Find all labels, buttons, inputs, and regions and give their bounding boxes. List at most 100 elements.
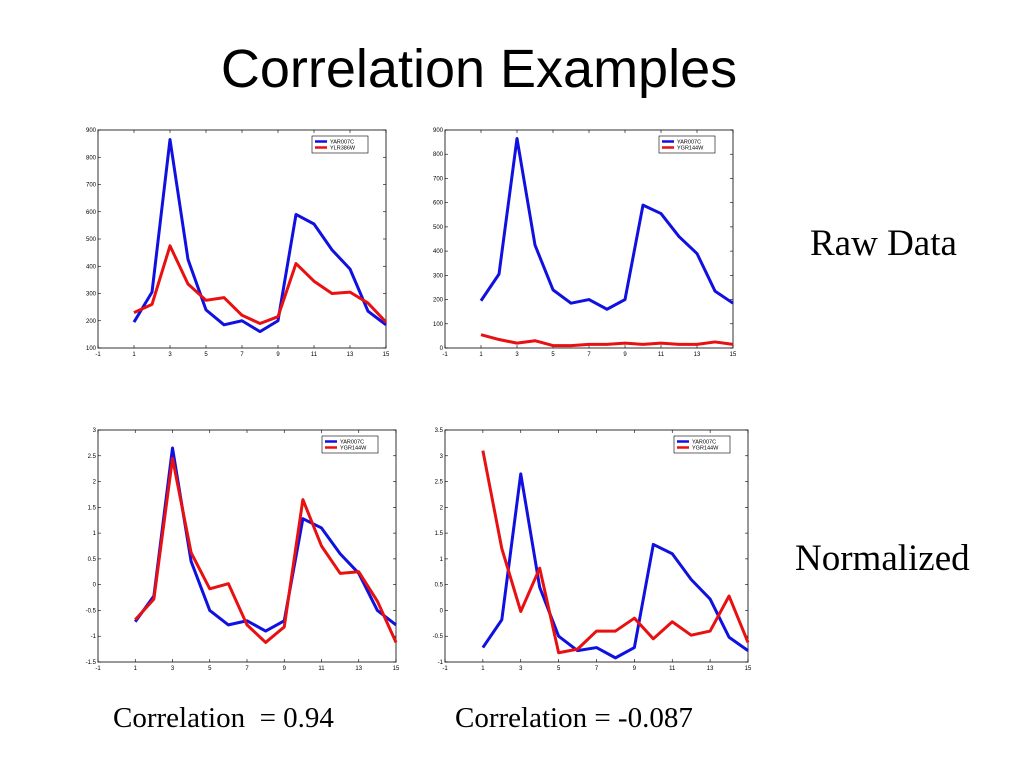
x-tick-label: -1	[95, 352, 101, 358]
y-tick-label: 1	[440, 557, 444, 563]
x-tick-label: 1	[479, 352, 483, 358]
x-tick-label: 9	[633, 666, 637, 672]
x-tick-label: 11	[658, 352, 665, 358]
y-tick-label: 800	[433, 152, 444, 158]
x-tick-label: 3	[168, 352, 172, 358]
x-tick-label: 9	[283, 666, 287, 672]
raw-data-label: Raw Data	[810, 223, 957, 264]
series-line-YAR007C	[132, 138, 387, 334]
x-tick-label: -1	[95, 666, 101, 672]
x-tick-label: 7	[587, 352, 591, 358]
normalized-label: Normalized	[795, 538, 970, 579]
legend-label: YGR144W	[692, 446, 719, 452]
legend-label: YAR007C	[692, 440, 716, 446]
y-tick-label: 1	[93, 531, 97, 537]
legend-label: YAR007C	[340, 440, 364, 446]
x-tick-label: 15	[393, 666, 400, 672]
legend-label: YGR144W	[677, 146, 704, 152]
y-tick-label: 1.5	[88, 505, 97, 511]
series-line-YAR007C	[479, 136, 734, 311]
y-tick-label: 500	[86, 237, 97, 243]
y-tick-label: -1.5	[86, 660, 97, 666]
x-tick-label: 11	[318, 666, 325, 672]
y-tick-label: 400	[86, 264, 97, 270]
x-tick-label: 1	[481, 666, 485, 672]
y-tick-label: 900	[433, 128, 444, 134]
series-line-YGR144W	[134, 456, 398, 644]
series-line-YLR386W	[133, 244, 388, 325]
y-tick-label: 600	[86, 210, 97, 216]
y-tick-label: 700	[86, 183, 97, 189]
series-line-YAR007C	[481, 472, 749, 660]
y-tick-label: -1	[438, 660, 444, 666]
y-tick-label: 3	[440, 454, 444, 460]
x-tick-label: 9	[623, 352, 627, 358]
legend-label: YAR007C	[677, 140, 701, 146]
legend-label: YGR144W	[340, 446, 367, 452]
y-tick-label: 100	[433, 322, 444, 328]
x-tick-label: 5	[557, 666, 561, 672]
x-tick-label: 5	[204, 352, 208, 358]
y-tick-label: 3.5	[435, 428, 444, 434]
y-tick-label: 200	[433, 298, 444, 304]
y-tick-label: 0	[440, 608, 444, 614]
y-tick-label: 2	[440, 505, 444, 511]
y-tick-label: 300	[86, 292, 97, 298]
x-tick-label: 7	[240, 352, 244, 358]
x-tick-label: 15	[745, 666, 752, 672]
x-tick-label: 13	[694, 352, 701, 358]
x-tick-label: 9	[276, 352, 280, 358]
y-tick-label: 2.5	[88, 454, 97, 460]
y-tick-label: 0	[440, 346, 444, 352]
x-tick-label: 13	[347, 352, 354, 358]
chart-normalized-uncorrelated: -1-0.500.511.522.533.5-1 1 3 5 7 9 11 13 15YAR00…	[433, 428, 752, 672]
x-tick-label: 3	[171, 666, 175, 672]
y-tick-label: 0.5	[435, 583, 444, 589]
y-tick-label: 900	[86, 128, 97, 134]
x-tick-label: 11	[311, 352, 318, 358]
series-line-YGR144W	[481, 450, 750, 655]
y-tick-label: 3	[93, 428, 97, 434]
y-tick-label: 1.5	[435, 531, 444, 537]
x-tick-label: 5	[551, 352, 555, 358]
x-tick-label: -1	[442, 666, 448, 672]
x-tick-label: 1	[134, 666, 138, 672]
plot-frame	[97, 429, 397, 663]
x-tick-label: -1	[442, 352, 448, 358]
legend-label: YAR007C	[330, 140, 354, 146]
y-tick-label: 600	[433, 201, 444, 207]
y-tick-label: 400	[433, 249, 444, 255]
y-tick-label: 2	[93, 480, 97, 486]
y-tick-label: -0.5	[433, 634, 444, 640]
y-tick-label: 2.5	[435, 480, 444, 486]
correlation-caption-right: Correlation = -0.087	[455, 702, 693, 734]
plot-frame	[444, 129, 734, 349]
x-tick-label: 3	[515, 352, 519, 358]
y-tick-label: -0.5	[86, 608, 97, 614]
x-tick-label: 13	[707, 666, 714, 672]
y-tick-label: 800	[86, 155, 97, 161]
y-tick-label: 200	[86, 319, 97, 325]
x-tick-label: 11	[669, 666, 676, 672]
x-tick-label: 13	[355, 666, 362, 672]
y-tick-label: 0	[93, 583, 97, 589]
series-line-YGR144W	[480, 333, 734, 348]
plot-frame	[444, 429, 749, 663]
x-tick-label: 1	[132, 352, 136, 358]
x-tick-label: 15	[730, 352, 737, 358]
y-tick-label: -1	[91, 634, 97, 640]
x-tick-label: 15	[383, 352, 390, 358]
y-tick-label: 500	[433, 225, 444, 231]
legend-label: YLR386W	[330, 146, 356, 152]
x-tick-label: 7	[595, 666, 599, 672]
y-tick-label: 700	[433, 176, 444, 182]
correlation-caption-left: Correlation = 0.94	[113, 702, 334, 734]
y-tick-label: 100	[86, 346, 97, 352]
chart-normalized-correlated: -1.5-1-0.500.511.522.53-1 1 3 5 7 9 11 13 15YAR0…	[86, 428, 400, 672]
